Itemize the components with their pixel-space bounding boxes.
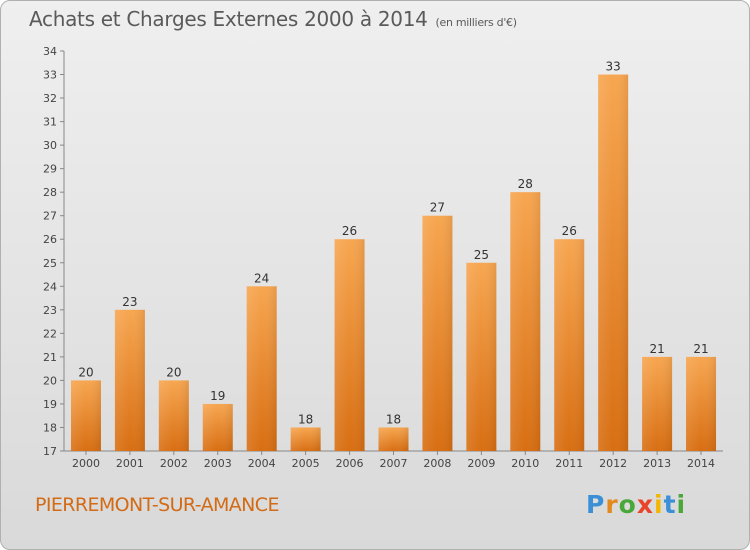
logo-letter: r: [605, 490, 619, 519]
x-tick-label: 2014: [687, 457, 715, 470]
x-tick-label: 2002: [160, 457, 188, 470]
data-label: 33: [606, 60, 621, 74]
y-tick-label: 21: [43, 351, 57, 364]
data-label: 20: [78, 365, 93, 379]
bar-shading: [554, 239, 585, 451]
bar-shading: [642, 356, 673, 451]
bar-shading: [70, 380, 101, 451]
x-tick-label: 2010: [511, 457, 539, 470]
x-tick-label: 2001: [116, 457, 144, 470]
chart-title-text: Achats et Charges Externes 2000 à 2014: [29, 7, 428, 31]
x-tick-label: 2011: [555, 457, 583, 470]
logo-letter: t: [663, 490, 677, 519]
bar-shading: [290, 427, 321, 451]
data-label: 26: [342, 224, 357, 238]
logo-letter: P: [586, 490, 606, 519]
chart-subtitle: (en milliers d'€): [435, 16, 517, 29]
x-tick-label: 2000: [72, 457, 100, 470]
data-label: 27: [430, 201, 445, 215]
data-label: 19: [210, 389, 225, 403]
data-label: 21: [649, 342, 664, 356]
proxiti-logo: Proxiti: [586, 490, 686, 519]
bar-shading: [378, 427, 409, 451]
x-tick-label: 2003: [204, 457, 232, 470]
data-label: 26: [562, 224, 577, 238]
y-tick-label: 25: [43, 257, 57, 270]
x-tick-label: 2008: [423, 457, 451, 470]
bar-shading: [246, 286, 277, 451]
logo-letter: o: [618, 490, 637, 519]
bar-shading: [114, 309, 145, 451]
x-tick-label: 2012: [599, 457, 627, 470]
y-tick-label: 26: [43, 233, 57, 246]
y-tick-label: 32: [43, 92, 57, 105]
data-label: 21: [693, 342, 708, 356]
y-tick-label: 20: [43, 374, 57, 387]
y-tick-label: 30: [43, 139, 57, 152]
y-tick-label: 29: [43, 163, 57, 176]
data-label: 28: [518, 177, 533, 191]
logo-letter: i: [676, 490, 687, 519]
data-label: 20: [166, 365, 181, 379]
y-tick-label: 27: [43, 210, 57, 223]
y-tick-label: 17: [43, 445, 57, 458]
y-tick-label: 28: [43, 186, 57, 199]
bar-shading: [202, 403, 233, 451]
bar-shading: [686, 356, 717, 451]
place-name: PIERREMONT-SUR-AMANCE: [35, 494, 279, 516]
x-tick-label: 2009: [467, 457, 495, 470]
chart-title: Achats et Charges Externes 2000 à 2014 (e…: [29, 7, 517, 31]
y-tick-label: 34: [43, 45, 57, 58]
bar-shading: [334, 239, 365, 451]
y-tick-label: 23: [43, 304, 57, 317]
logo-letter: i: [654, 490, 664, 519]
y-tick-label: 31: [43, 116, 57, 129]
x-tick-label: 2007: [380, 457, 408, 470]
data-label: 18: [298, 412, 313, 426]
bar-shading: [466, 262, 497, 451]
x-tick-label: 2004: [248, 457, 276, 470]
x-tick-label: 2005: [292, 457, 320, 470]
bar-shading: [422, 215, 453, 451]
data-label: 24: [254, 271, 269, 285]
bar-shading: [510, 192, 541, 452]
x-tick-label: 2006: [336, 457, 364, 470]
y-tick-label: 33: [43, 69, 57, 82]
data-label: 25: [474, 248, 489, 262]
y-tick-label: 22: [43, 327, 57, 340]
y-tick-label: 24: [43, 280, 57, 293]
data-label: 23: [122, 295, 137, 309]
x-tick-label: 2013: [643, 457, 671, 470]
data-label: 18: [386, 412, 401, 426]
y-tick-label: 18: [43, 421, 57, 434]
bar-shading: [598, 74, 629, 451]
y-tick-label: 19: [43, 398, 57, 411]
logo-letter: x: [636, 490, 654, 519]
bar-shading: [158, 380, 189, 451]
